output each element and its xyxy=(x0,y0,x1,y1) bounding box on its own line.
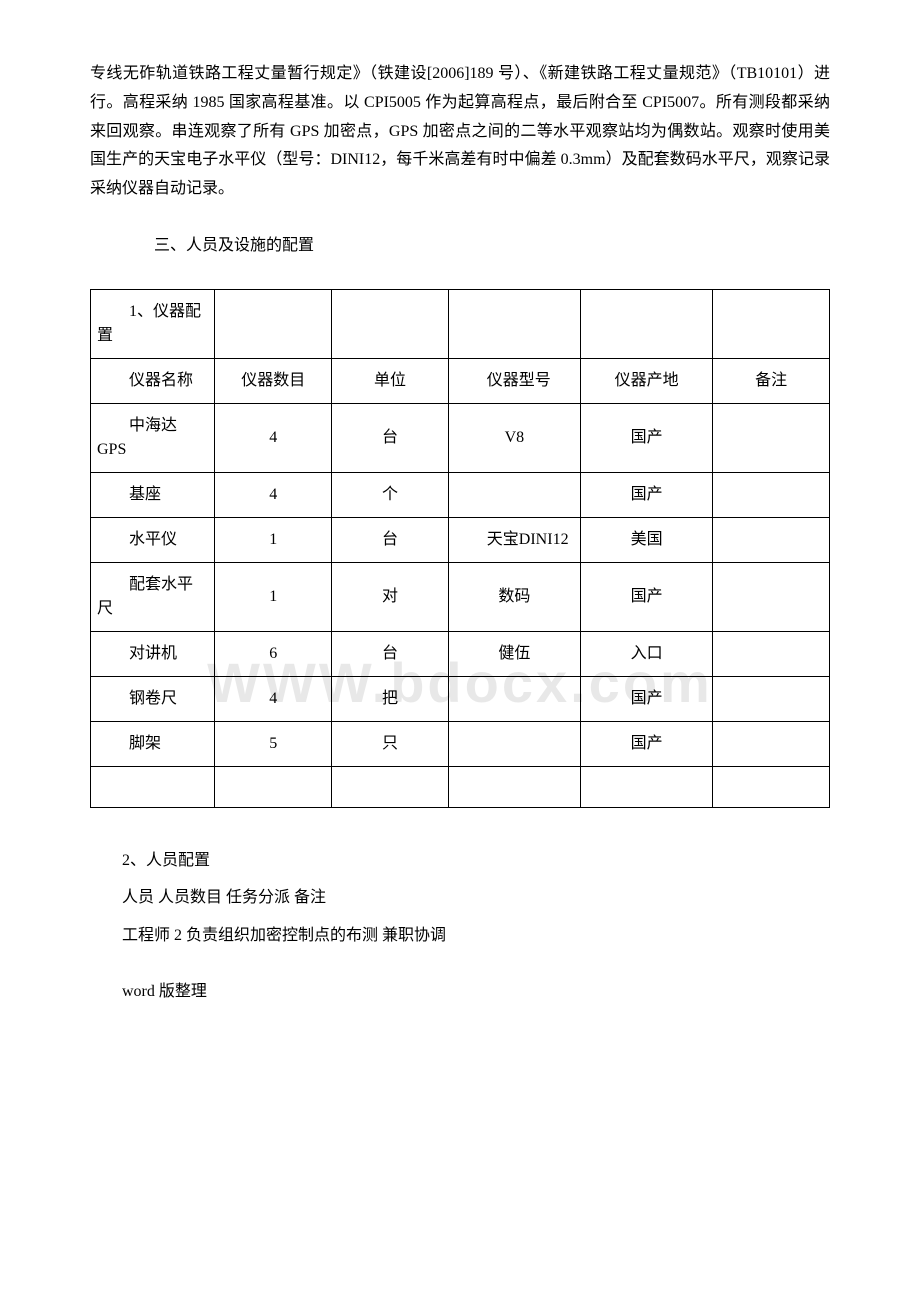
table-cell: 中海达 GPS xyxy=(91,403,215,472)
table-cell: 入口 xyxy=(581,631,713,676)
table-cell: 4 xyxy=(215,403,332,472)
table-row: 基座 4 个 国产 xyxy=(91,472,830,517)
table-cell: 数码 xyxy=(448,562,580,631)
table-cell: 1 xyxy=(215,562,332,631)
table-cell: 水平仪 xyxy=(91,517,215,562)
table-cell: 6 xyxy=(215,631,332,676)
table-row xyxy=(91,766,830,807)
table-cell: 国产 xyxy=(581,403,713,472)
personnel-line-1: 人员 人员数目 任务分派 备注 xyxy=(90,885,830,911)
table-cell: 国产 xyxy=(581,562,713,631)
table-cell xyxy=(713,631,830,676)
footer-text: word 版整理 xyxy=(90,977,830,1001)
table-cell: 对 xyxy=(332,562,449,631)
table-cell: 5 xyxy=(215,721,332,766)
table-cell: 钢卷尺 xyxy=(91,676,215,721)
personnel-block: 2、人员配置 人员 人员数目 任务分派 备注 工程师 2 负责组织加密控制点的布… xyxy=(90,848,830,949)
table-cell xyxy=(713,721,830,766)
section-3-heading: 三、人员及设施的配置 xyxy=(90,232,830,261)
table-cell xyxy=(713,403,830,472)
table-cell: 4 xyxy=(215,676,332,721)
table-cell: 备注 xyxy=(713,358,830,403)
table-cell xyxy=(448,289,580,358)
table-cell: 美国 xyxy=(581,517,713,562)
table-cell: 台 xyxy=(332,403,449,472)
table-cell xyxy=(581,289,713,358)
table-row: 中海达 GPS 4 台 V8 国产 xyxy=(91,403,830,472)
table-cell xyxy=(215,766,332,807)
table-row: 水平仪 1 台 天宝DINI12 美国 xyxy=(91,517,830,562)
table-row: 配套水平尺 1 对 数码 国产 xyxy=(91,562,830,631)
table-cell: 只 xyxy=(332,721,449,766)
table-cell: V8 xyxy=(448,403,580,472)
table-cell: 把 xyxy=(332,676,449,721)
table-cell xyxy=(713,517,830,562)
table-cell xyxy=(332,766,449,807)
table-cell: 个 xyxy=(332,472,449,517)
table-row: 对讲机 6 台 健伍 入口 xyxy=(91,631,830,676)
table-cell: 配套水平尺 xyxy=(91,562,215,631)
table-cell: 脚架 xyxy=(91,721,215,766)
table-cell: 天宝DINI12 xyxy=(448,517,580,562)
paragraph-intro: 专线无砟轨道铁路工程丈量暂行规定》（铁建设[2006]189 号）、《新建铁路工… xyxy=(90,60,830,204)
table-cell: 对讲机 xyxy=(91,631,215,676)
table-cell xyxy=(713,562,830,631)
table-cell: 台 xyxy=(332,631,449,676)
table-cell: 1 xyxy=(215,517,332,562)
table-cell: 基座 xyxy=(91,472,215,517)
personnel-heading: 2、人员配置 xyxy=(90,848,830,874)
table-cell: 仪器型号 xyxy=(448,358,580,403)
table-cell xyxy=(215,289,332,358)
table-row: 钢卷尺 4 把 国产 xyxy=(91,676,830,721)
table-cell: 国产 xyxy=(581,472,713,517)
table-cell xyxy=(448,472,580,517)
table-cell: 仪器数目 xyxy=(215,358,332,403)
table-row: 1、仪器配置 xyxy=(91,289,830,358)
table-cell: 台 xyxy=(332,517,449,562)
personnel-line-2: 工程师 2 负责组织加密控制点的布测 兼职协调 xyxy=(90,923,830,949)
table-cell: 国产 xyxy=(581,676,713,721)
table-cell xyxy=(581,766,713,807)
table-cell: 健伍 xyxy=(448,631,580,676)
table-cell: 单位 xyxy=(332,358,449,403)
table-cell: 仪器产地 xyxy=(581,358,713,403)
table-row: 脚架 5 只 国产 xyxy=(91,721,830,766)
table-cell xyxy=(713,766,830,807)
table-cell xyxy=(713,472,830,517)
table-cell xyxy=(91,766,215,807)
table-cell: 仪器名称 xyxy=(91,358,215,403)
table-cell: 1、仪器配置 xyxy=(91,289,215,358)
table-cell xyxy=(448,676,580,721)
equipment-table: 1、仪器配置 仪器名称 仪器数目 单位 仪器型号 仪器产地 备注 中海达 GPS… xyxy=(90,289,830,808)
table-cell: 4 xyxy=(215,472,332,517)
table-cell xyxy=(448,766,580,807)
table-cell xyxy=(713,676,830,721)
table-cell: 国产 xyxy=(581,721,713,766)
table-row: 仪器名称 仪器数目 单位 仪器型号 仪器产地 备注 xyxy=(91,358,830,403)
table-cell xyxy=(448,721,580,766)
table-cell xyxy=(332,289,449,358)
table-cell xyxy=(713,289,830,358)
